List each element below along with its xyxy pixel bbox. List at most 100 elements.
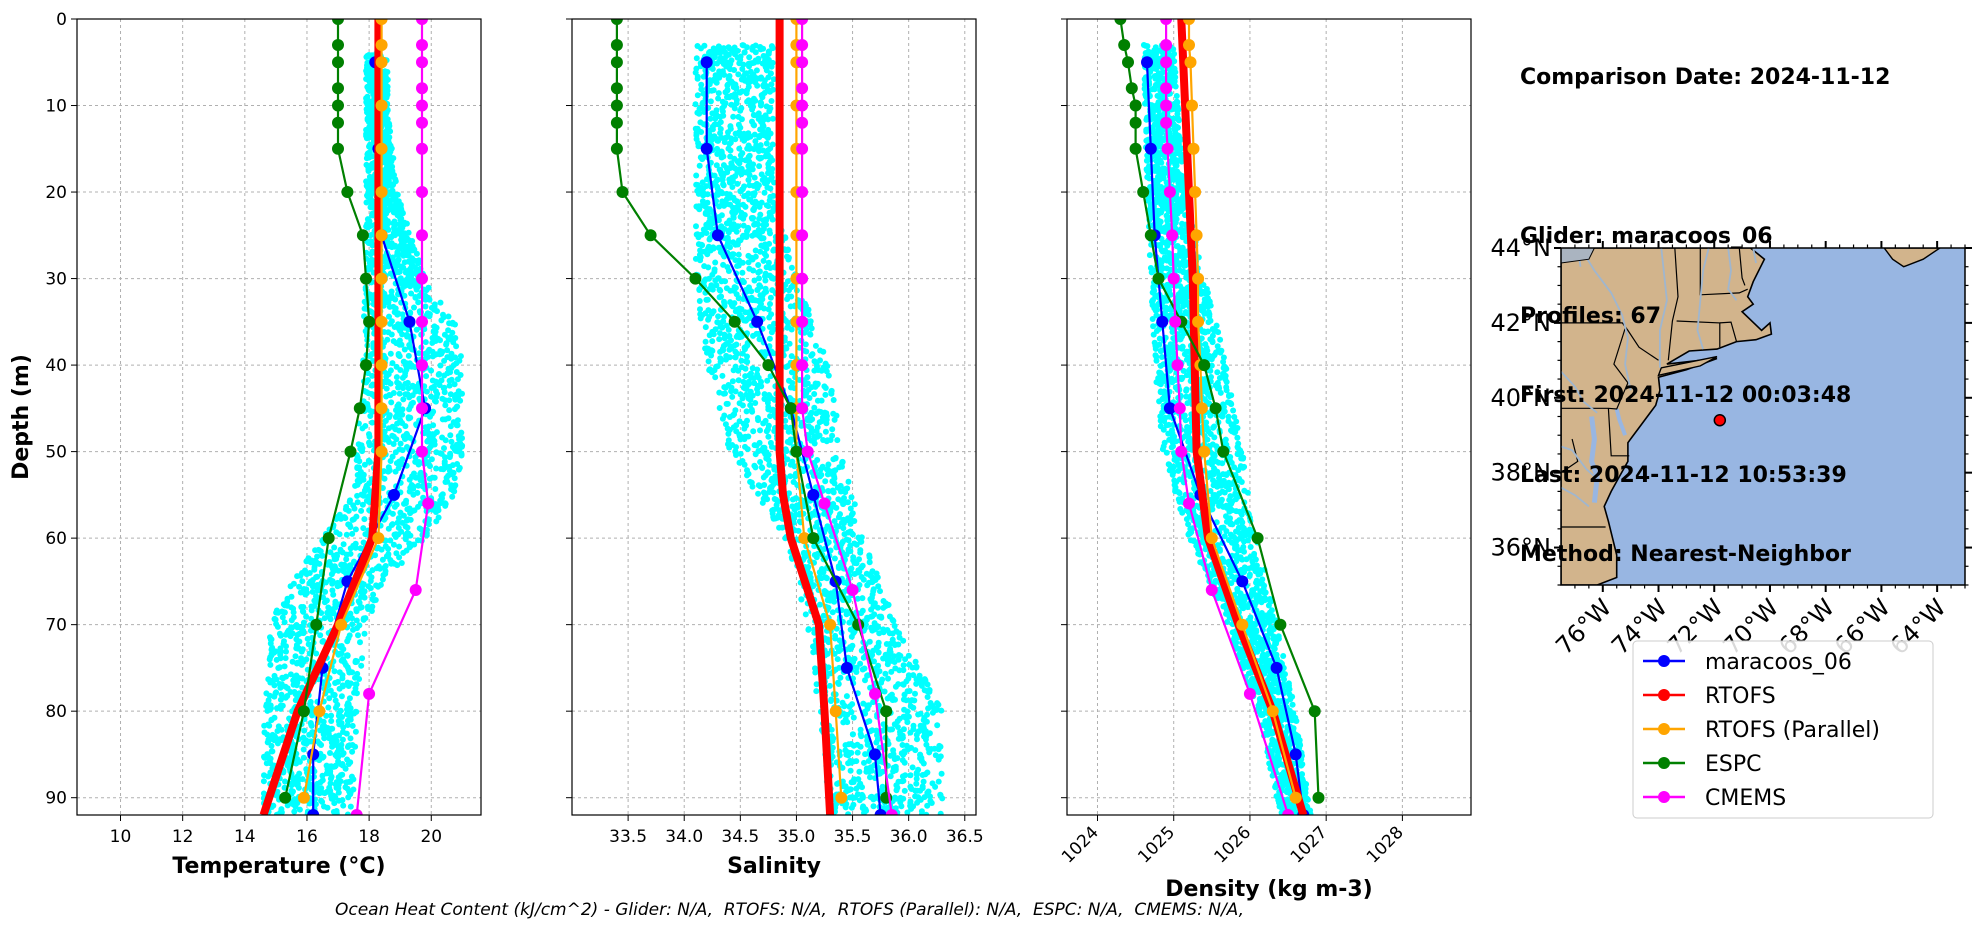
glider-obs-point	[444, 347, 451, 354]
glider-obs-point	[760, 448, 767, 455]
glider-obs-point	[719, 177, 726, 183]
glider-obs-point	[447, 391, 454, 398]
glider-obs-point	[842, 742, 849, 749]
glider-obs-point	[332, 598, 339, 605]
glider-obs-point	[392, 426, 399, 433]
glider-obs-point	[441, 384, 448, 391]
glider-obs-point	[882, 651, 889, 658]
glider-obs-point	[266, 692, 273, 699]
glider-obs-point	[729, 393, 736, 400]
glider-obs-point	[895, 656, 902, 663]
glider-obs-point	[301, 727, 308, 734]
series-marker	[297, 705, 310, 718]
glider-obs-point	[756, 203, 763, 210]
glider-obs-point	[870, 586, 877, 593]
glider-obs-point	[751, 277, 758, 284]
glider-obs-point	[399, 447, 406, 454]
glider-obs-point	[340, 802, 347, 809]
glider-obs-point	[291, 689, 298, 695]
glider-obs-point	[352, 526, 359, 533]
glider-obs-point	[446, 377, 453, 384]
glider-obs-point	[410, 399, 416, 406]
glider-obs-point	[724, 86, 731, 93]
glider-obs-point	[424, 438, 431, 445]
series-marker	[372, 532, 385, 545]
glider-obs-point	[890, 618, 897, 624]
glider-obs-point	[429, 348, 436, 355]
glider-obs-point	[300, 586, 307, 592]
glider-obs-point	[442, 500, 449, 507]
glider-obs-point	[766, 167, 773, 174]
glider-obs-point	[808, 384, 815, 391]
glider-obs-point	[329, 578, 336, 585]
glider-obs-point	[725, 229, 732, 236]
glider-obs-point	[412, 388, 419, 395]
glider-obs-point	[847, 505, 854, 512]
glider-obs-point	[350, 516, 357, 523]
glider-obs-point	[717, 358, 724, 365]
glider-obs-point	[843, 693, 850, 700]
x-axis: 10 12 14 16 18 20	[110, 815, 442, 847]
glider-obs-point	[757, 427, 763, 434]
glider-obs-point	[382, 497, 389, 504]
glider-obs-point	[803, 390, 810, 397]
glider-obs-point	[829, 744, 836, 751]
glider-obs-point	[747, 388, 754, 395]
glider-obs-point	[349, 621, 356, 628]
series-marker	[332, 82, 344, 95]
profile-panel-1: 10 12 14 16 18 200102030405060708090Temperatu…	[9, 10, 482, 879]
glider-obs-point	[845, 811, 852, 815]
glider-obs-point	[411, 507, 418, 514]
glider-obs-point	[354, 499, 361, 506]
glider-obs-point	[265, 736, 272, 743]
glider-obs-point	[437, 337, 443, 344]
glider-obs-point	[834, 437, 841, 444]
glider-obs-point	[395, 252, 402, 258]
glider-obs-point	[756, 134, 763, 141]
glider-obs-point	[810, 649, 817, 656]
glider-obs-point	[757, 459, 764, 465]
glider-obs-point	[346, 669, 353, 676]
glider-obs-point	[385, 525, 392, 532]
glider-obs-point	[867, 596, 874, 603]
series-marker	[307, 809, 320, 815]
glider-obs-point	[347, 716, 354, 723]
glider-obs-point	[750, 206, 757, 213]
series-marker	[409, 584, 422, 596]
glider-obs-point	[910, 704, 917, 711]
glider-obs-point	[719, 68, 726, 75]
glider-obs-point	[448, 355, 455, 362]
glider-obs-point	[733, 452, 739, 458]
glider-obs-point	[433, 509, 439, 515]
glider-obs-point	[728, 101, 735, 108]
glider-obs-point	[299, 776, 306, 783]
glider-obs-point	[430, 408, 437, 415]
glider-obs-point	[442, 402, 449, 409]
glider-obs-point	[751, 131, 758, 138]
glider-obs-point	[761, 250, 768, 257]
glider-obs-point	[425, 521, 432, 528]
glider-obs-point	[825, 488, 832, 495]
glider-obs-point	[390, 155, 397, 162]
glider-obs-point	[279, 614, 286, 621]
glider-obs-point	[709, 338, 716, 345]
glider-obs-point	[364, 401, 371, 407]
series-marker	[363, 687, 376, 700]
glider-obs-point	[407, 247, 414, 254]
glider-obs-point	[368, 574, 375, 581]
glider-obs-point	[327, 780, 334, 787]
glider-obs-point	[433, 518, 440, 525]
glider-obs-point	[743, 234, 750, 240]
glider-obs-point	[741, 183, 748, 190]
glider-obs-point	[727, 194, 734, 201]
glider-obs-point	[887, 752, 894, 759]
glider-obs-point	[717, 348, 724, 355]
glider-obs-point	[283, 673, 289, 680]
glider-obs-point	[345, 701, 352, 708]
glider-obs-point	[885, 658, 892, 665]
glider-obs-point	[424, 310, 431, 317]
glider-obs-point	[926, 749, 933, 756]
glider-obs-point	[927, 700, 934, 706]
glider-obs-point	[428, 385, 435, 391]
glider-obs-point	[728, 384, 735, 391]
